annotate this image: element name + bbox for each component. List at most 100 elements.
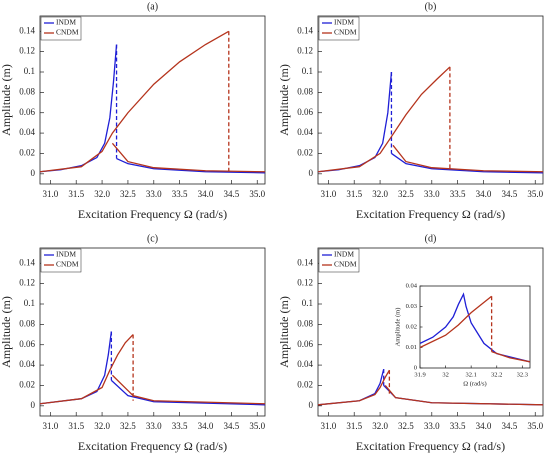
y-tick-label: 0.02 <box>406 323 417 330</box>
panel-title: (c) <box>147 233 158 244</box>
y-tick-label: 0.1 <box>24 298 35 308</box>
y-tick-label: 0.02 <box>19 380 35 390</box>
x-tick-label: 32.0 <box>94 189 110 199</box>
series-line <box>392 144 543 173</box>
series-line <box>111 374 265 405</box>
panel-title: (d) <box>425 233 437 244</box>
panel-title: (a) <box>147 1 158 12</box>
x-tick-label: 33.0 <box>424 189 440 199</box>
y-tick-label: 0.04 <box>19 359 35 369</box>
x-tick-label: 34.5 <box>502 189 518 199</box>
y-tick-label: 0.06 <box>19 107 35 117</box>
x-tick-label: 31.5 <box>68 421 84 431</box>
x-tick-label: 33.0 <box>146 421 162 431</box>
x-tick-label: 34.0 <box>198 189 214 199</box>
legend-label: INDM <box>56 18 76 27</box>
x-tick-label: 31.5 <box>68 189 84 199</box>
x-tick-label: 31.0 <box>42 189 58 199</box>
y-tick-label: 0.1 <box>24 66 35 76</box>
x-tick-label: 35.0 <box>249 421 265 431</box>
series-line <box>40 334 134 405</box>
series-line <box>391 152 543 174</box>
series-line <box>110 379 265 406</box>
y-tick-label: 0.04 <box>406 282 418 289</box>
plot-area <box>318 369 543 406</box>
x-tick-label: 32.0 <box>94 421 110 431</box>
y-axis-label: Amplitude (m) <box>0 296 13 368</box>
series-line <box>318 66 451 173</box>
y-tick-label: 0.14 <box>19 257 35 267</box>
x-tick-label: 32.5 <box>120 189 136 199</box>
y-tick-label: 0.08 <box>297 318 313 328</box>
y-tick-label: 0 <box>31 168 36 178</box>
y-tick-label: 0.1 <box>302 66 313 76</box>
series-line <box>116 157 265 174</box>
y-axis-label: Amplitude (m) <box>277 296 291 368</box>
series-line <box>491 350 530 363</box>
series-line <box>384 385 543 406</box>
y-tick-label: 0.04 <box>19 127 35 137</box>
legend-label: CNDM <box>334 260 357 269</box>
series-line <box>318 369 390 406</box>
x-axis-label: Ω (rad/s) <box>463 380 486 387</box>
legend-label: INDM <box>56 250 76 259</box>
y-tick-label: 0 <box>309 400 314 410</box>
y-tick-label: 0.1 <box>302 298 313 308</box>
plot-frame <box>39 247 266 417</box>
y-axis-label: Amplitude (m) <box>394 308 401 347</box>
x-tick-label: 32.5 <box>398 421 414 431</box>
panel-title: (b) <box>425 1 437 12</box>
x-tick-label: 33.5 <box>172 421 188 431</box>
y-tick-label: 0.02 <box>297 148 313 158</box>
x-tick-label: 31.0 <box>42 421 58 431</box>
x-tick-label: 35.0 <box>249 189 265 199</box>
y-tick-label: 0.04 <box>297 359 313 369</box>
x-tick-label: 32.5 <box>120 421 136 431</box>
x-tick-label: 34.5 <box>224 421 240 431</box>
y-tick-label: 0.06 <box>19 339 35 349</box>
x-tick-label: 32.3 <box>517 371 528 378</box>
series-line <box>420 292 530 363</box>
legend-label: INDM <box>334 18 354 27</box>
y-tick-label: 0.08 <box>19 318 35 328</box>
x-tick-label: 33.5 <box>450 189 466 199</box>
y-tick-label: 0.04 <box>297 127 313 137</box>
x-axis-label: Excitation Frequency Ω (rad/s) <box>356 207 505 221</box>
y-tick-label: 0.08 <box>19 86 35 96</box>
x-tick-label: 33.5 <box>450 421 466 431</box>
plot-area <box>420 292 530 363</box>
x-tick-label: 33.5 <box>172 189 188 199</box>
x-tick-label: 34.5 <box>224 189 240 199</box>
plot-area <box>40 30 265 174</box>
x-tick-label: 32.5 <box>398 189 414 199</box>
y-tick-label: 0.03 <box>406 303 417 310</box>
series-line <box>420 295 493 349</box>
y-tick-label: 0.12 <box>297 278 313 288</box>
plot-area <box>40 331 265 406</box>
y-tick-label: 0.14 <box>297 257 313 267</box>
plot-area <box>318 66 543 174</box>
x-tick-label: 34.0 <box>476 421 492 431</box>
x-tick-label: 31.9 <box>414 371 425 378</box>
x-tick-label: 31.0 <box>320 421 336 431</box>
y-tick-label: 0 <box>309 168 314 178</box>
plot-frame <box>317 15 544 185</box>
y-tick-label: 0.06 <box>297 107 313 117</box>
y-tick-label: 0.08 <box>297 86 313 96</box>
y-tick-label: 0.14 <box>297 25 313 35</box>
y-tick-label: 0.12 <box>19 278 35 288</box>
x-tick-label: 33.0 <box>424 421 440 431</box>
x-tick-label: 32.0 <box>372 421 388 431</box>
y-tick-label: 0.02 <box>297 380 313 390</box>
series-line <box>40 30 230 173</box>
y-tick-label: 0.14 <box>19 25 35 35</box>
x-tick-label: 34.0 <box>476 189 492 199</box>
x-tick-label: 35.0 <box>527 189 543 199</box>
legend-label: CNDM <box>56 260 79 269</box>
x-tick-label: 34.5 <box>502 421 518 431</box>
y-tick-label: 0.12 <box>297 46 313 56</box>
x-tick-label: 32.1 <box>465 371 476 378</box>
x-tick-label: 34.0 <box>198 421 214 431</box>
x-tick-label: 33.0 <box>146 189 162 199</box>
